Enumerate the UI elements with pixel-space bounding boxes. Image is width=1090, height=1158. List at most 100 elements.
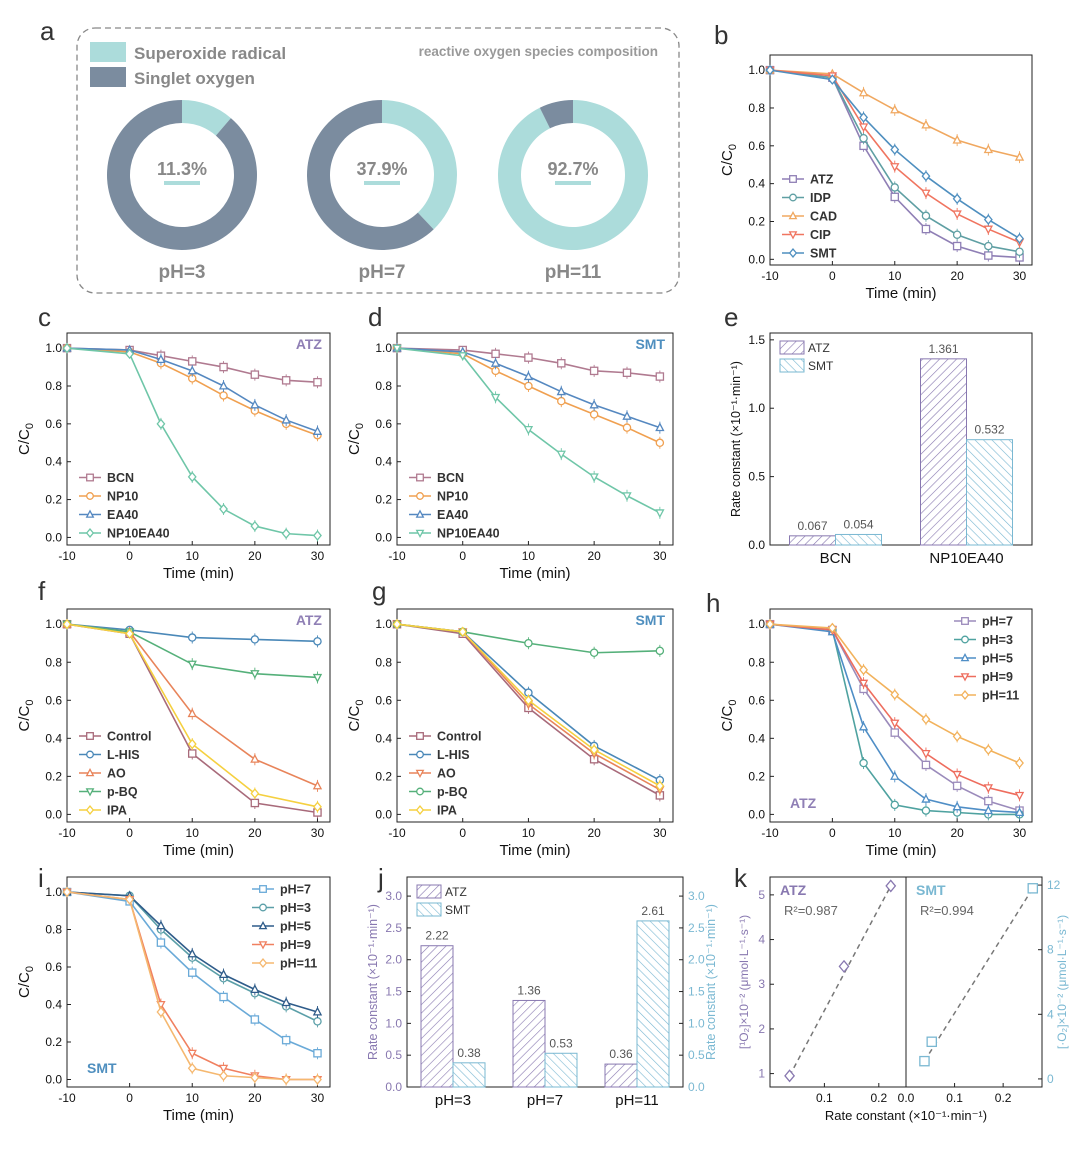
bar-value-label: 0.532 xyxy=(974,423,1004,437)
legend-marker xyxy=(788,248,798,258)
y-tick-label-right: 3.0 xyxy=(688,889,705,903)
x-tick-label: 20 xyxy=(950,826,964,840)
data-point xyxy=(125,348,135,360)
x-tick-label: 20 xyxy=(587,549,601,563)
series-line-NP10 xyxy=(396,347,661,444)
bar-value-label: 1.361 xyxy=(928,342,958,356)
y-tick-label: 2 xyxy=(758,1022,765,1036)
y-tick-label: 3.0 xyxy=(385,889,402,903)
y-axis-label: C/C0 xyxy=(16,423,36,455)
bar-value-label: 0.53 xyxy=(549,1036,573,1050)
data-point xyxy=(313,801,322,813)
data-point xyxy=(890,163,900,172)
data-point xyxy=(984,241,993,251)
legend-marker xyxy=(416,473,424,482)
legend-marker xyxy=(415,529,425,539)
x-axis-label: Time (min) xyxy=(163,842,234,859)
data-point xyxy=(313,1049,322,1058)
data-point xyxy=(523,371,534,381)
data-point xyxy=(589,648,599,657)
x-axis-label: Time (min) xyxy=(499,842,570,859)
y-tick-label: 0.6 xyxy=(748,139,765,153)
x-tick-label: 0 xyxy=(459,826,466,840)
donut-label: pH=7 xyxy=(359,262,406,283)
plot-frame xyxy=(66,608,331,823)
y-tick-label: 0.0 xyxy=(385,1080,402,1094)
data-point xyxy=(859,664,869,676)
legend-label-pH=3: pH=3 xyxy=(280,901,311,915)
legend-label-CIP: CIP xyxy=(810,228,831,242)
legend-label-L-HIS: L-HIS xyxy=(437,748,470,762)
donut-underline xyxy=(555,181,591,185)
y-tick-label: 0.4 xyxy=(748,177,765,191)
data-point xyxy=(952,230,962,239)
data-point xyxy=(885,879,897,893)
data-point xyxy=(392,344,402,354)
data-point xyxy=(890,719,900,729)
data-point xyxy=(859,758,868,768)
legend-marker xyxy=(259,885,267,893)
y-tick-label-right: 8 xyxy=(1047,943,1054,957)
data-point xyxy=(655,422,665,432)
legend-label-AO: AO xyxy=(107,767,126,781)
y-tick-label: 1.0 xyxy=(748,617,765,631)
legend-label-ATZ: ATZ xyxy=(808,341,830,355)
legend-label-IDP: IDP xyxy=(810,191,831,205)
x-tick-label: -10 xyxy=(58,1091,76,1105)
y-tick-label: 0.6 xyxy=(748,693,765,707)
donut-percent: 37.9% xyxy=(356,159,407,179)
data-point xyxy=(491,349,500,359)
legend-singlet: Singlet oxygen xyxy=(134,69,255,88)
data-point xyxy=(281,414,291,424)
data-point xyxy=(187,738,197,750)
legend-label-p-BQ: p-BQ xyxy=(107,785,138,799)
data-point xyxy=(890,800,900,810)
data-point xyxy=(187,357,197,366)
bar-ATZ xyxy=(604,1063,638,1088)
legend-superoxide: Superoxide radical xyxy=(134,44,286,63)
data-point xyxy=(890,192,900,202)
data-point xyxy=(281,528,291,539)
y-axis-label: C/C0 xyxy=(346,423,366,455)
data-point xyxy=(921,713,931,725)
data-point xyxy=(655,646,665,656)
panel-letter-h: h xyxy=(706,588,720,618)
x-tick-label: -10 xyxy=(761,826,779,840)
y-tick-label: 0.0 xyxy=(748,538,765,552)
bar-SMT xyxy=(452,1062,486,1088)
chart-panel-i: -10 0 10 20 30 0.0 0.2 0.4 0.6 0.8 1.0 Time (min) C/… xyxy=(16,876,331,1124)
x-axis-label: Rate constant (×10⁻¹·min⁻¹) xyxy=(825,1108,987,1123)
data-point xyxy=(858,123,869,133)
plot-frame xyxy=(769,608,1033,823)
y-tick-label: 1.0 xyxy=(45,885,62,899)
y-tick-label: 0.2 xyxy=(375,493,392,507)
panel-letter-f: f xyxy=(38,576,46,606)
data-point xyxy=(589,366,599,376)
legend-label-EA40: EA40 xyxy=(107,508,138,522)
y-tick-label: 0.6 xyxy=(375,417,392,431)
data-point xyxy=(458,352,468,362)
legend-marker xyxy=(258,958,268,968)
y-tick-label: 0.0 xyxy=(375,530,392,544)
data-point xyxy=(622,368,632,377)
data-point xyxy=(313,637,322,646)
legend-label-pH=7: pH=7 xyxy=(280,883,311,897)
legend-swatch xyxy=(779,358,805,373)
y-tick-label: 1.0 xyxy=(45,341,62,355)
donut-underline xyxy=(164,181,200,185)
y-axis-label: C/C0 xyxy=(16,966,36,998)
data-point xyxy=(919,1055,930,1067)
x-tick-label: 30 xyxy=(311,549,325,563)
data-point xyxy=(490,357,501,367)
bar-SMT xyxy=(636,920,670,1088)
y-tick-label-right: 2.5 xyxy=(688,921,705,935)
dashed-box xyxy=(76,27,680,294)
data-point xyxy=(219,391,228,400)
x-tick-label: -10 xyxy=(388,549,406,563)
y-tick-label: 0.2 xyxy=(748,769,765,783)
data-point xyxy=(921,750,931,759)
bar-value-label: 0.38 xyxy=(457,1046,481,1060)
chart-panel-e: 0.0 0.5 1.0 1.5 0.067 0.054 BCN 1.361 0.532 NP10E… xyxy=(729,332,1033,567)
y-tick-label: 1.0 xyxy=(375,617,392,631)
y-axis-label-right: [·O₂]×10⁻² (μmol·L⁻¹·s⁻¹) xyxy=(1055,915,1069,1049)
